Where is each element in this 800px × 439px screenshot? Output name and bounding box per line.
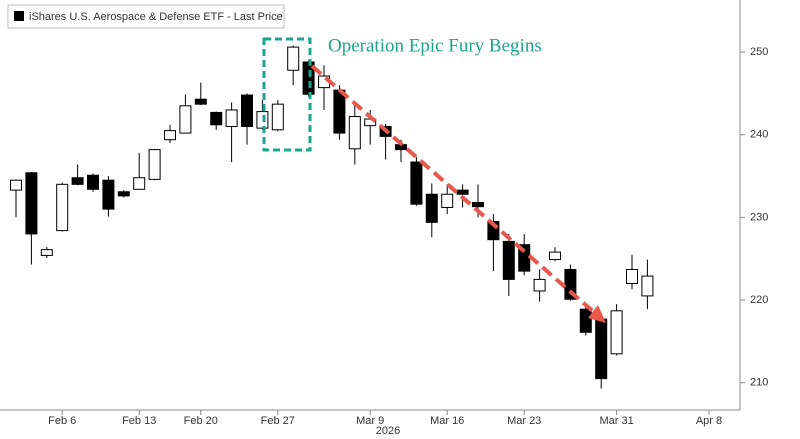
candle-body xyxy=(610,310,623,355)
x-tick-label: Apr 8 xyxy=(696,415,722,427)
candle-body xyxy=(472,202,484,208)
legend-swatch xyxy=(14,11,24,21)
x-axis-label: 2026 xyxy=(376,425,400,437)
candle-body xyxy=(287,46,300,71)
candle-body xyxy=(533,278,546,292)
candle-body xyxy=(502,240,515,280)
candle-body xyxy=(333,89,346,134)
y-tick-label: 210 xyxy=(750,377,768,389)
candle-body xyxy=(25,172,38,235)
candle-body xyxy=(40,249,53,256)
candle-body xyxy=(210,111,223,126)
candle-body xyxy=(10,179,22,191)
x-tick-label: Feb 27 xyxy=(261,415,295,427)
x-tick-label: Mar 9 xyxy=(356,415,384,427)
y-tick-label: 220 xyxy=(750,294,768,306)
candle-body xyxy=(56,183,69,232)
candle-body xyxy=(241,94,253,127)
candle-body xyxy=(102,179,115,210)
x-tick-label: Feb 6 xyxy=(48,415,76,427)
candle-body xyxy=(626,268,638,285)
annotation: Operation Epic Fury Begins xyxy=(328,35,542,56)
x-tick-label: Feb 13 xyxy=(122,415,156,427)
candle-body xyxy=(641,275,654,297)
candle-body xyxy=(71,177,84,185)
candle-body xyxy=(225,109,238,127)
candle-body xyxy=(549,251,561,261)
legend-label: iShares U.S. Aerospace & Defense ETF - L… xyxy=(29,11,283,23)
candle-body xyxy=(579,308,592,333)
plot-area: 210 220 230 240 250 Feb 6 Feb 13 Feb 20 Feb 27 Ma… xyxy=(10,45,768,427)
candle-body xyxy=(425,193,438,223)
x-tick-label: Feb 20 xyxy=(184,415,218,427)
arrow-head xyxy=(588,305,606,323)
candle-body xyxy=(595,318,608,380)
candle-body xyxy=(256,111,269,129)
candle-body xyxy=(348,116,361,150)
x-tick-label: Mar 16 xyxy=(430,415,464,427)
candle-body xyxy=(456,189,469,195)
y-tick-label: 240 xyxy=(750,129,768,141)
candle-body xyxy=(87,174,99,190)
candle-body xyxy=(133,177,146,190)
trend-arrow xyxy=(310,64,598,316)
highlight-box xyxy=(262,37,312,152)
y-tick-label: 250 xyxy=(750,46,768,58)
candle-body xyxy=(194,98,207,105)
candle-body xyxy=(164,130,176,141)
candle-body xyxy=(179,105,192,134)
legend-box xyxy=(7,4,285,29)
candle-body xyxy=(410,161,423,205)
x-tick-label: Mar 23 xyxy=(507,415,541,427)
x-tick-label: Mar 31 xyxy=(599,415,633,427)
y-tick-label: 230 xyxy=(750,211,768,223)
candle-body xyxy=(148,149,161,180)
candle-body xyxy=(271,103,284,131)
candle-body xyxy=(487,221,500,241)
candle-body xyxy=(441,193,454,208)
candle-body xyxy=(117,191,130,197)
